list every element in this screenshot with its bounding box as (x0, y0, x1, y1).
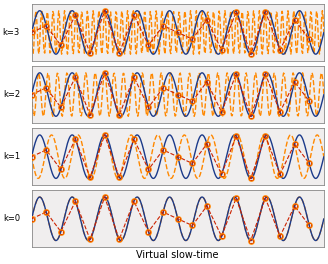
Y-axis label: k=1: k=1 (3, 152, 20, 161)
Y-axis label: k=3: k=3 (3, 28, 20, 37)
Y-axis label: k=0: k=0 (3, 214, 20, 223)
X-axis label: Virtual slow-time: Virtual slow-time (136, 250, 219, 260)
Y-axis label: k=2: k=2 (3, 90, 20, 99)
